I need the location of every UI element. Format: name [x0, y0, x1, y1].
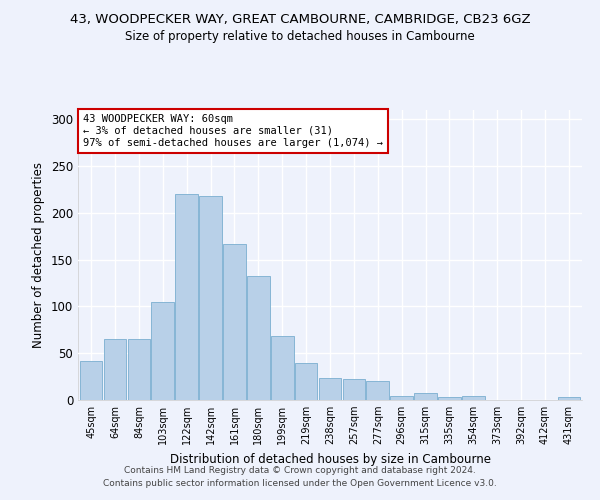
Text: 43 WOODPECKER WAY: 60sqm
← 3% of detached houses are smaller (31)
97% of semi-de: 43 WOODPECKER WAY: 60sqm ← 3% of detache… — [83, 114, 383, 148]
Bar — [391, 396, 413, 400]
Bar — [223, 244, 246, 400]
Bar — [247, 276, 269, 400]
Bar — [557, 397, 580, 400]
Y-axis label: Number of detached properties: Number of detached properties — [32, 162, 46, 348]
Bar — [175, 194, 198, 400]
Bar — [151, 302, 174, 400]
Bar — [343, 380, 365, 400]
Text: 43, WOODPECKER WAY, GREAT CAMBOURNE, CAMBRIDGE, CB23 6GZ: 43, WOODPECKER WAY, GREAT CAMBOURNE, CAM… — [70, 12, 530, 26]
Bar — [271, 336, 293, 400]
Bar — [80, 360, 103, 400]
Bar — [438, 397, 461, 400]
Bar — [199, 196, 222, 400]
Text: Contains HM Land Registry data © Crown copyright and database right 2024.
Contai: Contains HM Land Registry data © Crown c… — [103, 466, 497, 487]
X-axis label: Distribution of detached houses by size in Cambourne: Distribution of detached houses by size … — [170, 452, 491, 466]
Bar — [414, 392, 437, 400]
Bar — [295, 362, 317, 400]
Bar — [462, 396, 485, 400]
Bar — [367, 382, 389, 400]
Bar — [104, 339, 127, 400]
Bar — [128, 339, 150, 400]
Bar — [319, 378, 341, 400]
Text: Size of property relative to detached houses in Cambourne: Size of property relative to detached ho… — [125, 30, 475, 43]
